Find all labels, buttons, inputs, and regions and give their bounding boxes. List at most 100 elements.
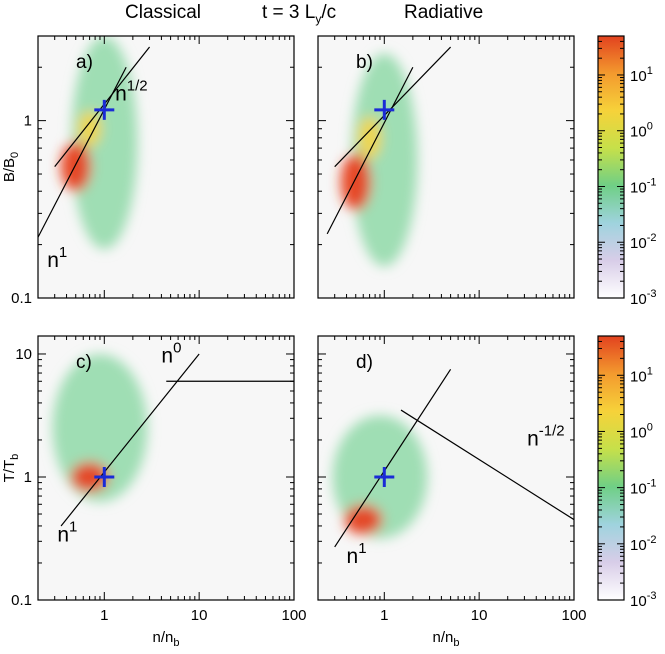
guide-line-exponent: 0 [173, 340, 181, 357]
plot-frame [37, 35, 295, 299]
x-tick-label: 10 [191, 607, 208, 624]
heatmap-density [60, 36, 138, 250]
header-radiative: Radiative [404, 2, 484, 23]
colorbar-tick-base: 10 [630, 235, 647, 252]
colorbar-tick-exp: -1 [647, 478, 657, 490]
colorbar-tick-label: 10-2 [630, 534, 656, 554]
guide-line [60, 353, 200, 527]
density-blob-high [70, 462, 109, 492]
guide-line-base: n [115, 82, 127, 105]
colorbar-frame [597, 35, 625, 299]
guide-line [400, 409, 574, 521]
guide-line [334, 46, 452, 168]
guide-line [54, 46, 151, 168]
colorbar-tick-exp: -1 [647, 176, 657, 188]
y-tick-label: 0.1 [11, 290, 32, 307]
colorbar-tick-exp: -3 [647, 288, 657, 300]
y-tick-label: 1 [24, 113, 32, 130]
colorbar-tick-base: 10 [630, 593, 647, 610]
guide-lines [38, 46, 151, 238]
y-tick-label: 0.1 [11, 592, 32, 609]
y-axis-label-sub: 0 [9, 152, 21, 158]
plot-frame [37, 335, 295, 601]
colorbar-tick-base: 10 [630, 68, 647, 85]
ticks [37, 336, 295, 601]
density-blob-high [340, 153, 371, 211]
colorbar-tick-label: 10-2 [630, 232, 656, 252]
colorbar-tick-label: 100 [630, 121, 653, 141]
colorbar-gradient [598, 336, 624, 600]
marker-plus [374, 99, 395, 120]
x-axis-label-sub: b [453, 637, 459, 649]
colorbar-tick-base: 10 [630, 179, 647, 196]
y-axis-label: B/B0 [1, 152, 21, 182]
density-blob-mid [358, 116, 381, 160]
panel-label: c) [76, 352, 92, 373]
y-axis-label-sub: b [9, 454, 21, 460]
plot-frame [317, 35, 575, 299]
panel-label: b) [356, 52, 373, 73]
x-tick-label: 100 [281, 607, 306, 624]
colorbar-tick-base: 10 [630, 481, 647, 498]
x-tick-label: 100 [561, 607, 586, 624]
x-tick-label: 1 [380, 607, 388, 624]
guide-lines [60, 353, 294, 527]
density-blob-mid [78, 111, 101, 147]
guide-line-exponent: 1 [358, 540, 366, 557]
ticks [317, 35, 575, 299]
guide-line-label: n1 [57, 518, 77, 546]
plot-frame [317, 335, 575, 601]
colorbar-tick-label: 100 [630, 421, 653, 441]
guide-line-exponent: 1 [69, 518, 77, 535]
heatmap-density [52, 354, 148, 502]
marker-plus [94, 99, 115, 120]
colorbar-tick-base: 10 [630, 537, 647, 554]
ticks [317, 336, 575, 601]
colorbar-tick-exp: 1 [647, 65, 653, 77]
heatmap-density [340, 53, 418, 267]
density-blob-low [351, 53, 418, 267]
y-tick-label: 1 [24, 469, 32, 486]
guide-line-label: n1 [47, 244, 67, 272]
guide-line [334, 369, 452, 548]
colorbar-tick-base: 10 [630, 368, 647, 385]
colorbar-tick-exp: -2 [647, 534, 657, 546]
colorbar-tick-label: 10-3 [630, 288, 656, 308]
y-axis-label-main: T/T [1, 460, 18, 483]
panel-b: b) [317, 35, 575, 299]
colorbar-tick-label: 101 [630, 365, 653, 385]
colorbar-tick-base: 10 [630, 291, 647, 308]
x-axis-label: n/nb [433, 629, 460, 649]
ticks [37, 35, 295, 299]
colorbar-tick-label: 10-1 [630, 478, 656, 498]
header-classical: Classical [125, 2, 202, 23]
density-blob-low [52, 354, 148, 502]
x-axis-label-main: n/n [433, 629, 454, 646]
colorbar-tick-base: 10 [630, 124, 647, 141]
colorbar-tick-base: 10 [630, 424, 647, 441]
density-blob-high [344, 504, 383, 535]
guide-lines [334, 369, 574, 548]
colorbar-tick-label: 10-3 [630, 590, 656, 610]
colorbar-gradient [598, 36, 624, 298]
y-tick-label: 10 [15, 346, 32, 363]
guide-line [326, 66, 414, 235]
colorbar-tick-exp: -2 [647, 232, 657, 244]
x-tick-label: 10 [471, 607, 488, 624]
colorbar-tick-label: 10-1 [630, 176, 656, 196]
guide-line-base: n [57, 523, 69, 546]
guide-line-base: n [161, 345, 173, 368]
density-blob-low [71, 36, 138, 250]
header-time: t = 3 Ly/c [262, 2, 337, 26]
colorbar-tick-exp: 1 [647, 365, 653, 377]
colorbar-tick-exp: -3 [647, 590, 657, 602]
marker-plus [374, 466, 395, 487]
guide-line-label: n0 [161, 340, 181, 368]
guide-line-label: n1 [347, 540, 367, 568]
colorbar-tick-exp: 0 [647, 421, 653, 433]
guide-line-label: n-1/2 [527, 423, 565, 451]
